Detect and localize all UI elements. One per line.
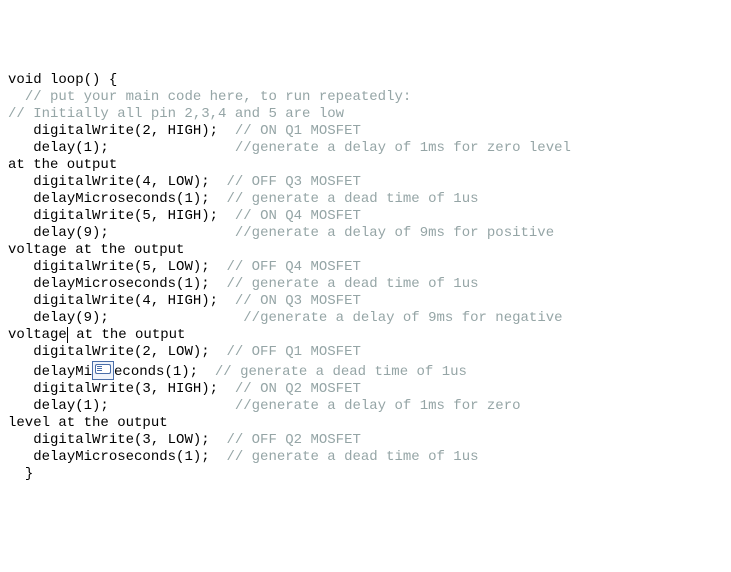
code-line: digitalWrite(3, HIGH); // ON Q2 MOSFET: [8, 381, 723, 398]
code-line: digitalWrite(5, HIGH); // ON Q4 MOSFET: [8, 208, 723, 225]
code-line: // put your main code here, to run repea…: [8, 89, 723, 106]
code-line: voltage at the output: [8, 242, 723, 259]
code-line: digitalWrite(2, LOW); // OFF Q1 MOSFET: [8, 344, 723, 361]
code-line: digitalWrite(3, LOW); // OFF Q2 MOSFET: [8, 432, 723, 449]
code-line: digitalWrite(4, HIGH); // ON Q3 MOSFET: [8, 293, 723, 310]
code-block: void loop() { // put your main code here…: [8, 72, 723, 483]
code-line: delayMicroseconds(1); // generate a dead…: [8, 449, 723, 466]
code-line: }: [8, 466, 723, 483]
code-line: at the output: [8, 157, 723, 174]
code-line: // Initially all pin 2,3,4 and 5 are low: [8, 106, 723, 123]
code-line: delay(1); //generate a delay of 1ms for …: [8, 140, 723, 157]
code-line: delay(9); //generate a delay of 9ms for …: [8, 225, 723, 242]
code-line: void loop() {: [8, 72, 723, 89]
code-line: digitalWrite(5, LOW); // OFF Q4 MOSFET: [8, 259, 723, 276]
ime-indicator-icon: [92, 361, 114, 380]
code-line: level at the output: [8, 415, 723, 432]
code-line: digitalWrite(4, LOW); // OFF Q3 MOSFET: [8, 174, 723, 191]
code-line: digitalWrite(2, HIGH); // ON Q1 MOSFET: [8, 123, 723, 140]
code-line: delayMieconds(1); // generate a dead tim…: [8, 361, 723, 381]
code-line: delay(1); //generate a delay of 1ms for …: [8, 398, 723, 415]
code-line: delayMicroseconds(1); // generate a dead…: [8, 191, 723, 208]
code-line: delayMicroseconds(1); // generate a dead…: [8, 276, 723, 293]
code-line: voltage at the output: [8, 327, 723, 344]
code-line: delay(9); //generate a delay of 9ms for …: [8, 310, 723, 327]
